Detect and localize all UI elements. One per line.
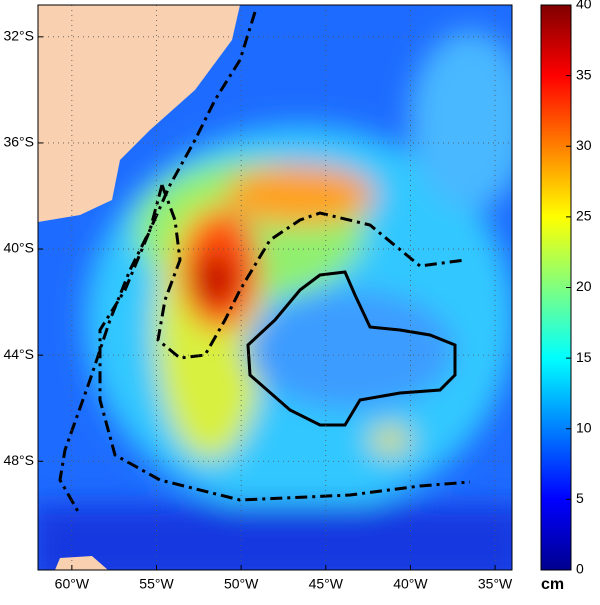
- colorbar-tick-label: 20: [576, 278, 592, 294]
- contour-line: [58, 11, 257, 516]
- x-tick-label: 60°W: [55, 576, 90, 592]
- land: [38, 5, 240, 222]
- graticule: [38, 5, 512, 570]
- colorbar-tick-label: 40: [576, 0, 592, 12]
- y-tick-label: 36°S: [3, 134, 34, 150]
- land: [55, 556, 108, 570]
- y-tick-label: 48°S: [3, 452, 34, 468]
- colorbar-unit: cm: [541, 576, 564, 593]
- colorbar-tick-label: 0: [576, 561, 584, 577]
- y-tick-label: 40°S: [3, 240, 34, 256]
- map-frame: [37, 4, 513, 571]
- y-tick-label: 32°S: [3, 28, 34, 44]
- x-tick-label: 45°W: [309, 576, 344, 592]
- y-tick-label: 44°S: [3, 346, 34, 362]
- x-tick-label: 55°W: [139, 576, 174, 592]
- x-tick-label: 40°W: [393, 576, 428, 592]
- colorbar-tick-label: 15: [576, 349, 592, 365]
- colorbar-tick-label: 30: [576, 137, 592, 153]
- contour-line: [156, 184, 466, 360]
- colorbar-tick-label: 25: [576, 208, 592, 224]
- colorbar-tick-label: 35: [576, 66, 592, 82]
- x-tick-label: 35°W: [478, 576, 513, 592]
- colorbar-tick-label: 5: [576, 490, 584, 506]
- colorbar-tick-label: 10: [576, 419, 592, 435]
- heatmap: [38, 5, 512, 570]
- contour-line: [246, 270, 457, 427]
- contour-line: [98, 184, 471, 502]
- x-tick-label: 50°W: [224, 576, 259, 592]
